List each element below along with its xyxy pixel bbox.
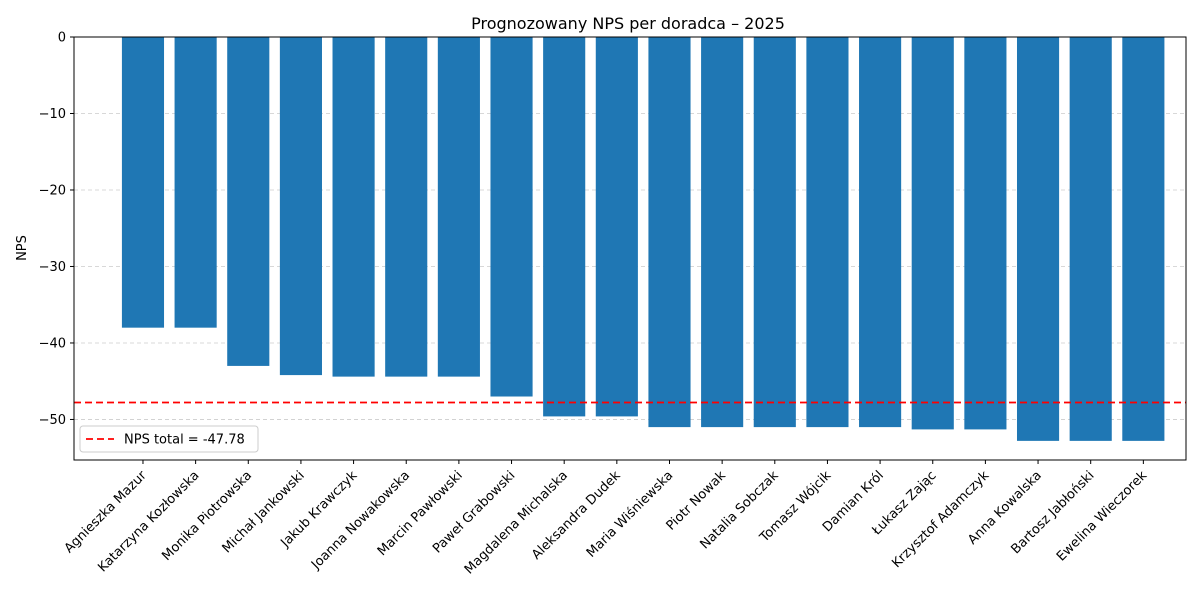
bar <box>227 37 270 366</box>
y-tick-label: −20 <box>39 183 66 198</box>
x-tick-label: Ewelina Wieczorek <box>1054 468 1151 565</box>
bar <box>543 37 586 417</box>
legend-box <box>79 425 259 453</box>
bar <box>701 37 744 428</box>
bar <box>1122 37 1165 441</box>
bar <box>1069 37 1112 441</box>
x-tick-label: Maria Wiśniewska <box>584 468 676 560</box>
bars-group <box>121 37 1165 441</box>
y-axis-label: NPS <box>15 235 30 261</box>
plot-frame <box>73 36 1187 461</box>
x-tick-label: Krzysztof Adamczyk <box>889 468 992 571</box>
bar <box>332 37 375 377</box>
x-tick-label: Aleksandra Dudek <box>529 468 624 563</box>
x-tick-label: Katarzyna Kozłowska <box>95 468 202 575</box>
bar <box>595 37 638 417</box>
y-tick-label: −40 <box>39 336 66 351</box>
y-tick-label: −50 <box>39 413 66 428</box>
x-tick-label: Joanna Nowakowska <box>308 468 413 573</box>
y-tick-label: −10 <box>39 107 66 122</box>
bar <box>490 37 533 397</box>
bar <box>279 37 322 376</box>
y-tick-label: −30 <box>39 260 66 275</box>
bar <box>385 37 428 377</box>
legend: NPS total = -47.78 <box>79 425 259 453</box>
chart-title: Prognozowany NPS per doradca – 2025 <box>471 14 785 33</box>
bar <box>1016 37 1060 441</box>
bar <box>859 37 902 428</box>
bar <box>911 37 954 430</box>
bar <box>964 37 1007 430</box>
y-axis: 0 −10 −20 −30 −40 −50 <box>39 31 74 428</box>
bar <box>648 37 691 428</box>
bar <box>121 37 165 328</box>
legend-label: NPS total = -47.78 <box>124 433 245 448</box>
bar <box>437 37 480 377</box>
bar <box>753 37 796 428</box>
bar <box>806 37 849 428</box>
x-tick-label: Monika Piotrowska <box>159 468 255 564</box>
bar <box>174 37 217 328</box>
y-tick-label: 0 <box>58 31 66 46</box>
x-tick-label: Magdalena Michalska <box>462 468 571 577</box>
